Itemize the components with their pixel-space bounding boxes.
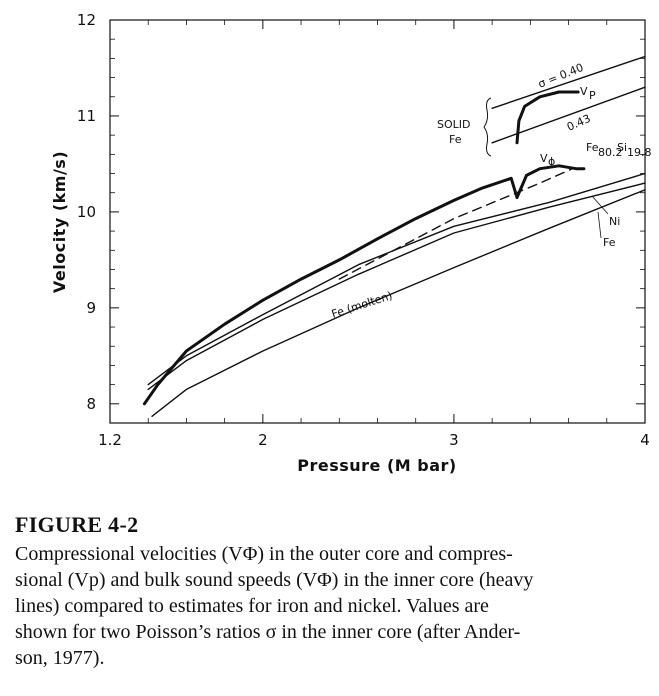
ni-leader	[591, 195, 609, 215]
series-line-7	[147, 182, 646, 391]
figure-title: FIGURE 4-2	[15, 512, 139, 537]
solid-label: SOLID	[437, 118, 470, 131]
caption-line-2: sional (Vp) and bulk sound speeds (VΦ) i…	[15, 569, 534, 591]
series-line-4	[491, 86, 646, 144]
series-line-8	[151, 189, 646, 417]
x-tick-label: 3	[449, 431, 459, 449]
y-tick-label: 8	[86, 395, 96, 413]
sigma-label: σ = 0.40	[536, 61, 585, 91]
y-axis-title: Velocity (km/s)	[50, 151, 69, 293]
vp-sub-label: P	[589, 89, 596, 102]
caption-line-5: son, 1977).	[15, 647, 105, 669]
y-tick-label: 12	[77, 11, 96, 29]
annotations: σ = 0.40 0.43 V P V ϕ SOLID Fe Fe 80.2 S…	[330, 61, 652, 321]
y-tick-label: 11	[77, 107, 96, 125]
series-line-5	[338, 167, 574, 280]
vphi-label: V	[540, 152, 548, 165]
vphi-sub-label: ϕ	[548, 155, 555, 168]
x-tick-label: 1.2	[98, 431, 122, 449]
figure-caption: FIGURE 4-2 Compressional velocities (VΦ)…	[15, 512, 650, 671]
series-line-2	[515, 164, 586, 199]
series-line-1	[515, 90, 580, 145]
caption-line-1: Compressional velocities (VΦ) in the out…	[15, 543, 513, 565]
caption-line-3: lines) compared to estimates for iron an…	[15, 595, 489, 617]
caption-line-4: shown for two Poisson’s ratios σ in the …	[15, 621, 521, 643]
x-tick-label: 4	[640, 431, 650, 449]
solid-brace	[483, 97, 492, 157]
series-line-3	[491, 55, 646, 110]
fe-label: Fe	[603, 236, 616, 249]
fe-leader	[597, 211, 602, 239]
chart-svg: 8 9 10 11 12 1.2 2 3 4 σ = 0.40 0.43 V P V ϕ SOL…	[50, 11, 652, 475]
molten-label: Fe (molten)	[330, 289, 394, 321]
ni-label: Ni	[609, 215, 620, 228]
fesi-label-sub2: 19.8	[627, 146, 652, 159]
fesi-label-si: Si	[617, 141, 627, 154]
ticks-group: 8 9 10 11 12 1.2 2 3 4	[77, 11, 650, 449]
solid-fe-label: Fe	[449, 133, 462, 146]
vp-label: V	[580, 85, 588, 98]
series-line-6	[147, 172, 646, 386]
x-tick-label: 2	[258, 431, 268, 449]
y-tick-label: 9	[86, 299, 96, 317]
fesi-label-fe: Fe	[586, 141, 599, 154]
y-tick-label: 10	[77, 203, 96, 221]
series-group	[142, 55, 646, 417]
x-axis-title: Pressure (M bar)	[297, 456, 456, 475]
fesi-label-sub1: 80.2	[598, 146, 623, 159]
series-line-0	[142, 176, 519, 406]
